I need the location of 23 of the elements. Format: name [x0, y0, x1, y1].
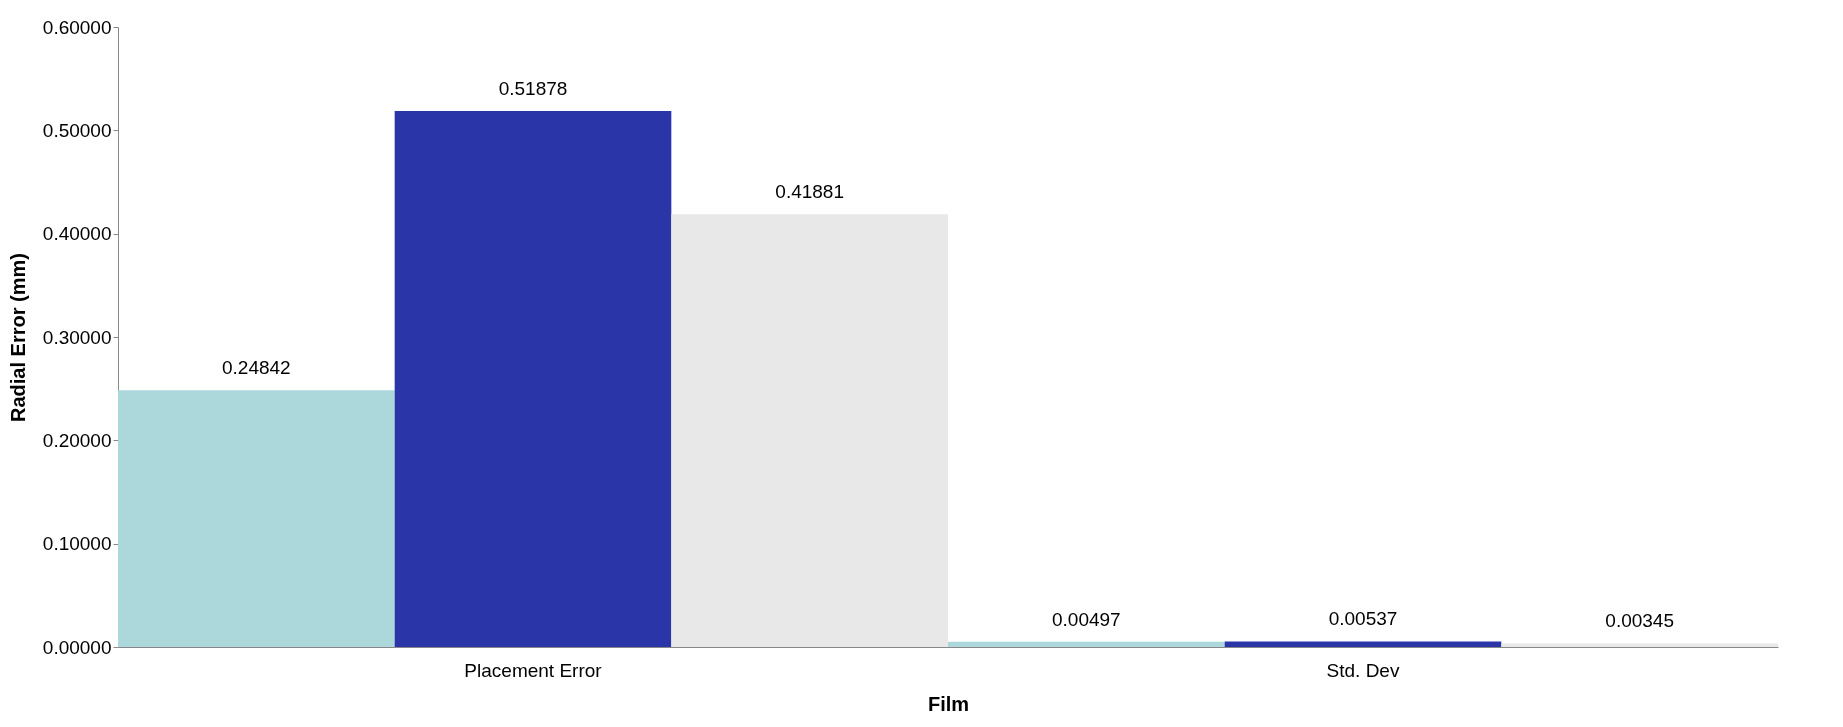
data-label: 0.00345 [1605, 610, 1675, 632]
bar [1501, 643, 1778, 647]
y-tick-label: 0.00000 [42, 636, 112, 658]
data-label: 0.00537 [1328, 608, 1398, 630]
data-label: 0.00497 [1051, 608, 1121, 630]
x-axis-title: Film [927, 692, 970, 715]
y-tick-label: 0.60000 [42, 16, 112, 38]
bar [394, 110, 672, 647]
data-label: 0.24842 [221, 357, 291, 379]
data-label: 0.51878 [498, 77, 568, 99]
y-tick-label: 0.40000 [42, 223, 112, 245]
y-tick-label: 0.20000 [42, 429, 112, 451]
y-tick-label: 0.50000 [42, 119, 112, 141]
y-tick-label: 0.10000 [42, 533, 112, 555]
data-label: 0.41881 [775, 181, 845, 203]
bar [948, 641, 1225, 647]
y-axis-title: Radial Error (mm) [6, 253, 29, 422]
bar [1224, 641, 1502, 647]
bar [671, 214, 948, 647]
x-tick-label: Placement Error [464, 659, 603, 681]
x-tick-label: Std. Dev [1326, 659, 1400, 681]
bar [118, 390, 395, 647]
y-tick-label: 0.30000 [42, 326, 112, 348]
